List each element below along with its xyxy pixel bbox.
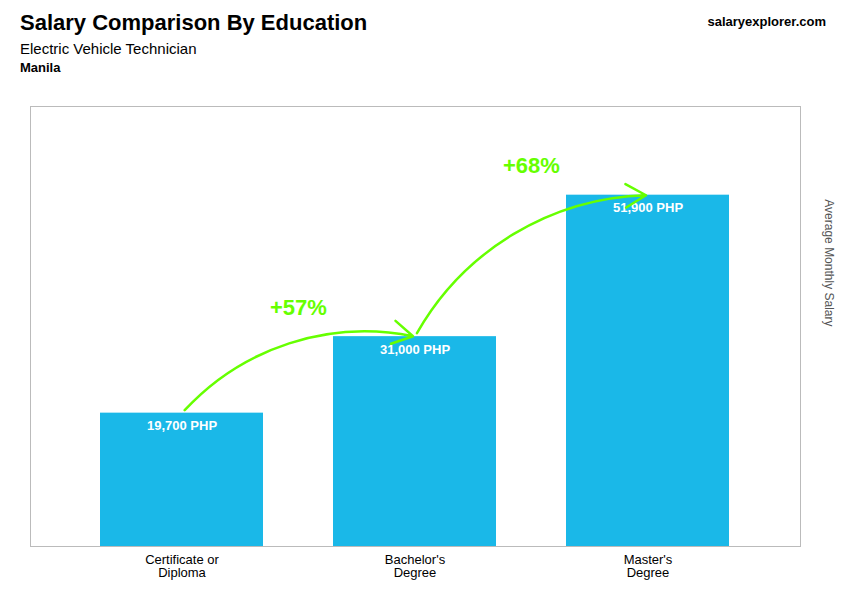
- svg-text:+57%: +57%: [270, 295, 327, 320]
- svg-text:51,900 PHP: 51,900 PHP: [613, 200, 683, 215]
- html-text:Electric Vehicle Technician: Electric Vehicle Technician: [20, 40, 197, 57]
- svg-text:+68%: +68%: [503, 153, 560, 178]
- svg-text:Certificate orDiploma: Certificate orDiploma: [145, 552, 219, 580]
- svg-text:Master'sDegree: Master'sDegree: [624, 552, 673, 580]
- svg-text:19,700 PHP: 19,700 PHP: [147, 418, 217, 433]
- svg-text:31,000 PHP: 31,000 PHP: [379, 341, 451, 357]
- html-text:Salary Comparison By Education: Salary Comparison By Education: [20, 10, 368, 35]
- html-text:Manila: Manila: [20, 60, 61, 75]
- svg-text:Average Monthly Salary: Average Monthly Salary: [822, 199, 836, 326]
- svg-text:Bachelor'sDegree: Bachelor'sDegree: [385, 552, 446, 580]
- html-text:salaryexplorer.com: salaryexplorer.com: [707, 14, 826, 29]
